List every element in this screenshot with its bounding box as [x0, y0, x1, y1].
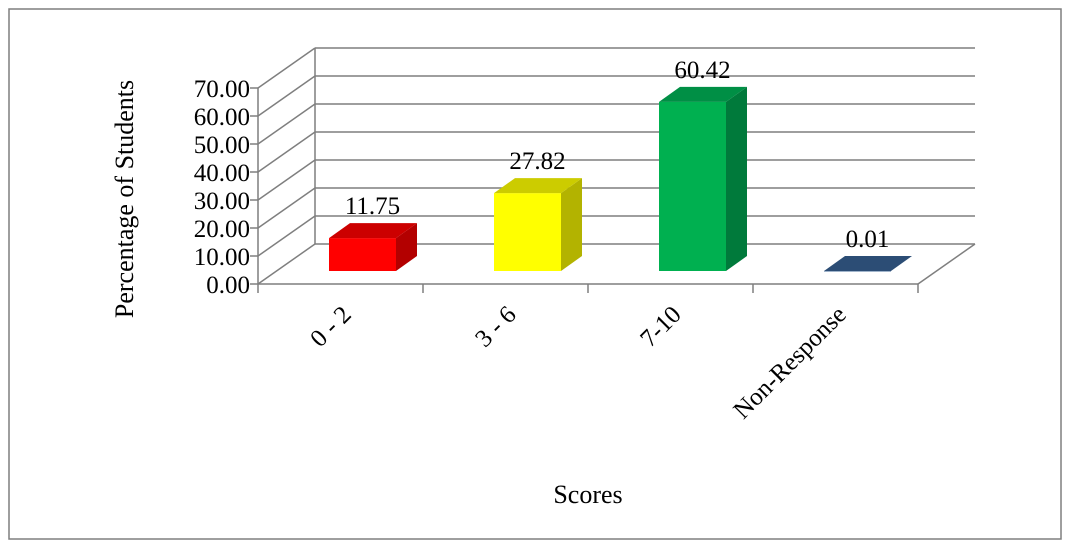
data-label: 27.82 — [509, 148, 565, 175]
x-tick-label: 0 - 2 — [305, 301, 356, 352]
data-label: 0.01 — [846, 226, 890, 253]
bar — [494, 178, 582, 271]
bar-side — [561, 178, 582, 271]
y-tick-label: 40.00 — [194, 160, 250, 187]
side-wall-line — [257, 131, 316, 173]
y-tick-label: 20.00 — [194, 216, 250, 243]
data-label: 11.75 — [345, 193, 400, 220]
x-tick-label: 3 - 6 — [470, 301, 521, 352]
bar-side — [726, 86, 747, 271]
bar — [659, 86, 747, 271]
x-axis-ticks — [257, 284, 919, 293]
bar — [824, 255, 912, 272]
y-tick-label: 50.00 — [194, 132, 250, 159]
chart-border — [8, 8, 1062, 540]
bar-front — [494, 193, 561, 271]
data-labels: 11.75 27.82 60.42 0.01 — [345, 57, 890, 253]
side-wall-line — [257, 215, 316, 257]
bar-top — [659, 86, 747, 102]
y-tick-label: 30.00 — [194, 188, 250, 215]
bar — [329, 223, 417, 271]
bar-top — [824, 255, 912, 271]
side-wall-line — [257, 187, 316, 229]
side-wall-line — [257, 103, 316, 145]
bar-side — [891, 255, 912, 271]
gridlines — [315, 47, 975, 217]
side-wall-line — [257, 75, 316, 117]
bar-front — [824, 270, 891, 272]
y-tick-label: 70.00 — [194, 76, 250, 103]
x-tick-label: 7-10 — [635, 301, 686, 352]
y-tick-label: 10.00 — [194, 244, 250, 271]
bar-front — [329, 238, 396, 271]
chart-walls — [257, 47, 976, 285]
side-wall-line — [257, 159, 316, 201]
x-axis-title: Scores — [553, 480, 622, 509]
floor-right-edge — [917, 243, 976, 285]
bar-side — [396, 223, 417, 271]
side-wall-line — [257, 47, 316, 89]
bar-top — [329, 223, 417, 239]
data-label: 60.42 — [674, 57, 730, 84]
bar-front — [659, 101, 726, 271]
y-tick-label: 0.00 — [206, 272, 250, 299]
y-axis-title: Percentage of Students — [110, 80, 139, 318]
category-labels: 0 - 2 3 - 6 7-10 Non-Response — [305, 301, 851, 424]
x-tick-label: Non-Response — [729, 301, 852, 424]
bars — [329, 86, 912, 272]
bar-top — [494, 178, 582, 194]
y-tick-label: 60.00 — [194, 104, 250, 131]
side-wall-line — [257, 243, 316, 285]
